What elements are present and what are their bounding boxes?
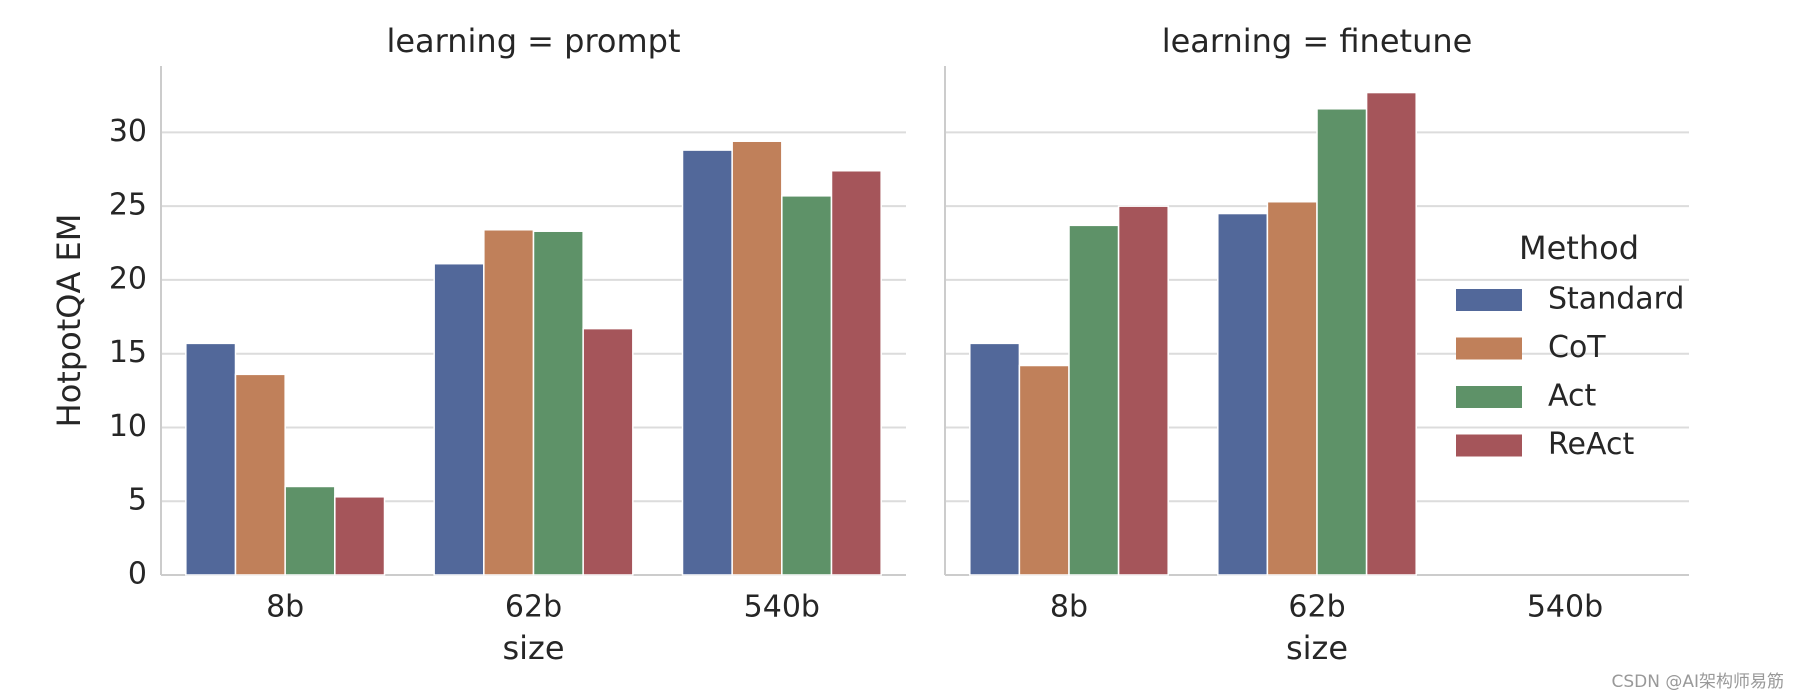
legend-label: CoT <box>1548 330 1606 365</box>
y-tick-label: 15 <box>109 335 147 370</box>
y-tick-label: 5 <box>128 483 147 518</box>
y-tick-label: 20 <box>109 261 147 296</box>
panel-title: learning = prompt <box>386 22 680 60</box>
x-axis-label: size <box>1286 629 1348 667</box>
bar <box>1018 364 1070 576</box>
legend-swatch <box>1456 434 1522 457</box>
x-tick-label: 540b <box>744 590 820 625</box>
bar <box>532 230 584 576</box>
x-tick-label: 62b <box>505 590 562 625</box>
bar <box>284 485 336 576</box>
x-tick-label: 8b <box>1050 590 1088 625</box>
bar <box>483 229 535 576</box>
bar <box>969 342 1021 576</box>
bar <box>433 262 485 576</box>
y-tick-label: 25 <box>109 188 147 223</box>
legend-label: Act <box>1548 379 1596 414</box>
y-axis-label: HotpotQA EM <box>50 214 88 428</box>
x-axis-label: size <box>502 629 564 667</box>
watermark: CSDN @AI架构师易筋 <box>1611 672 1784 692</box>
bar <box>1365 91 1417 576</box>
y-tick-label: 0 <box>128 557 147 592</box>
panel-title: learning = finetune <box>1162 22 1473 60</box>
x-tick-label: 540b <box>1527 590 1603 625</box>
bar <box>681 149 733 576</box>
y-tick-label: 30 <box>109 114 147 149</box>
legend-swatch <box>1456 386 1522 408</box>
x-tick-label: 62b <box>1288 590 1345 625</box>
bar <box>830 170 882 576</box>
bar <box>1217 212 1269 576</box>
bar <box>731 140 783 576</box>
legend-swatch <box>1456 289 1522 311</box>
bar <box>582 327 634 576</box>
bar <box>1068 224 1120 576</box>
bar <box>781 195 833 576</box>
y-tick-label: 10 <box>109 409 147 444</box>
x-tick-label: 8b <box>266 590 304 625</box>
bar <box>1266 200 1318 576</box>
legend-swatch <box>1456 337 1522 360</box>
bar <box>234 373 286 576</box>
bar <box>1117 205 1169 576</box>
legend-label: ReAct <box>1548 427 1634 462</box>
bar <box>185 342 237 576</box>
legend-title: Method <box>1519 229 1639 267</box>
legend-label: Standard <box>1548 282 1684 317</box>
bar <box>334 496 386 576</box>
bar <box>1316 108 1368 576</box>
